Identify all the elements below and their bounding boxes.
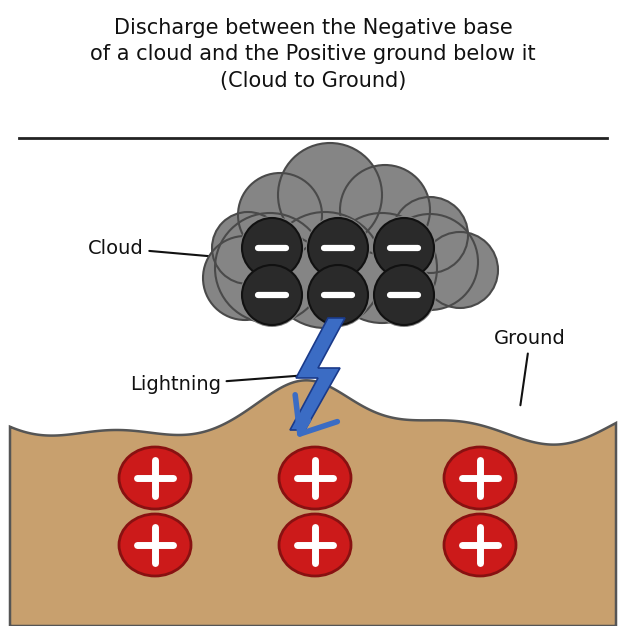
Circle shape: [422, 232, 498, 308]
Circle shape: [382, 214, 478, 310]
Circle shape: [392, 197, 468, 273]
Circle shape: [372, 216, 436, 280]
Circle shape: [203, 236, 287, 320]
Circle shape: [306, 263, 370, 327]
Circle shape: [238, 173, 322, 257]
Circle shape: [306, 216, 370, 280]
Circle shape: [308, 218, 368, 278]
Circle shape: [340, 165, 430, 255]
Polygon shape: [10, 381, 616, 626]
Circle shape: [267, 212, 383, 328]
Ellipse shape: [279, 514, 351, 576]
Polygon shape: [290, 318, 345, 430]
Circle shape: [327, 213, 437, 323]
Circle shape: [240, 263, 304, 327]
Text: Cloud: Cloud: [88, 239, 227, 258]
Circle shape: [240, 216, 304, 280]
Ellipse shape: [444, 447, 516, 509]
Circle shape: [308, 265, 368, 325]
Circle shape: [215, 213, 325, 323]
Ellipse shape: [279, 447, 351, 509]
Circle shape: [372, 263, 436, 327]
Circle shape: [278, 143, 382, 247]
Text: Discharge between the Negative base
of a cloud and the Positive ground below it
: Discharge between the Negative base of a…: [90, 18, 536, 91]
FancyArrowPatch shape: [295, 395, 337, 434]
Circle shape: [212, 212, 284, 284]
Ellipse shape: [444, 514, 516, 576]
Ellipse shape: [119, 514, 191, 576]
Circle shape: [374, 218, 434, 278]
Ellipse shape: [119, 447, 191, 509]
Text: Lightning: Lightning: [130, 375, 305, 394]
Circle shape: [242, 218, 302, 278]
Circle shape: [242, 265, 302, 325]
Text: Ground: Ground: [494, 329, 566, 405]
Circle shape: [374, 265, 434, 325]
